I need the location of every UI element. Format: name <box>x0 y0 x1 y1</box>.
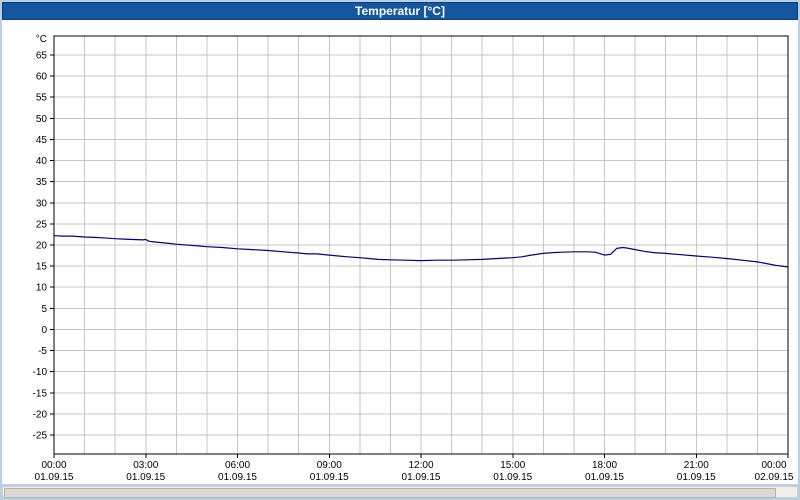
svg-text:01.09.15: 01.09.15 <box>310 472 349 483</box>
svg-text:01.09.15: 01.09.15 <box>493 472 532 483</box>
svg-text:06:00: 06:00 <box>225 460 250 471</box>
chart-title: Temperatur [°C] <box>355 4 445 18</box>
svg-text:01.09.15: 01.09.15 <box>402 472 441 483</box>
svg-text:60: 60 <box>36 72 48 83</box>
svg-text:20: 20 <box>36 241 48 252</box>
svg-text:°C: °C <box>36 34 47 45</box>
svg-text:15:00: 15:00 <box>500 460 525 471</box>
svg-text:01.09.15: 01.09.15 <box>585 472 624 483</box>
svg-text:12:00: 12:00 <box>408 460 433 471</box>
svg-text:0: 0 <box>41 325 47 336</box>
svg-text:21:00: 21:00 <box>684 460 709 471</box>
svg-text:00:00: 00:00 <box>761 460 786 471</box>
svg-text:09:00: 09:00 <box>317 460 342 471</box>
svg-text:-25: -25 <box>33 431 48 442</box>
svg-text:45: 45 <box>36 135 48 146</box>
svg-text:25: 25 <box>36 219 48 230</box>
horizontal-scrollbar-thumb[interactable] <box>4 488 776 498</box>
svg-text:15: 15 <box>36 262 48 273</box>
svg-text:5: 5 <box>41 304 47 315</box>
svg-text:18:00: 18:00 <box>592 460 617 471</box>
svg-text:01.09.15: 01.09.15 <box>677 472 716 483</box>
chart-panel: -25 -20 -15 -10 -5 0 5 10 15 20 25 30 35 40 45 50 55 60 65… <box>2 20 798 484</box>
svg-text:-20: -20 <box>33 409 48 420</box>
svg-text:01.09.15: 01.09.15 <box>218 472 257 483</box>
svg-text:02.09.15: 02.09.15 <box>755 472 794 483</box>
svg-text:30: 30 <box>36 198 48 209</box>
svg-text:-5: -5 <box>38 346 47 357</box>
svg-text:65: 65 <box>36 51 48 62</box>
svg-text:-10: -10 <box>33 367 48 378</box>
svg-text:55: 55 <box>36 93 48 104</box>
temperature-chart: -25 -20 -15 -10 -5 0 5 10 15 20 25 30 35 40 45 50 55 60 65… <box>33 34 794 483</box>
svg-text:03:00: 03:00 <box>133 460 158 471</box>
svg-text:01.09.15: 01.09.15 <box>126 472 165 483</box>
svg-text:50: 50 <box>36 114 48 125</box>
svg-text:-15: -15 <box>33 388 48 399</box>
horizontal-scrollbar-track[interactable] <box>2 486 798 498</box>
svg-text:01.09.15: 01.09.15 <box>35 472 74 483</box>
svg-text:40: 40 <box>36 156 48 167</box>
svg-text:00:00: 00:00 <box>41 460 66 471</box>
svg-text:10: 10 <box>36 283 48 294</box>
svg-text:35: 35 <box>36 177 48 188</box>
title-bar: Temperatur [°C] <box>2 2 798 20</box>
